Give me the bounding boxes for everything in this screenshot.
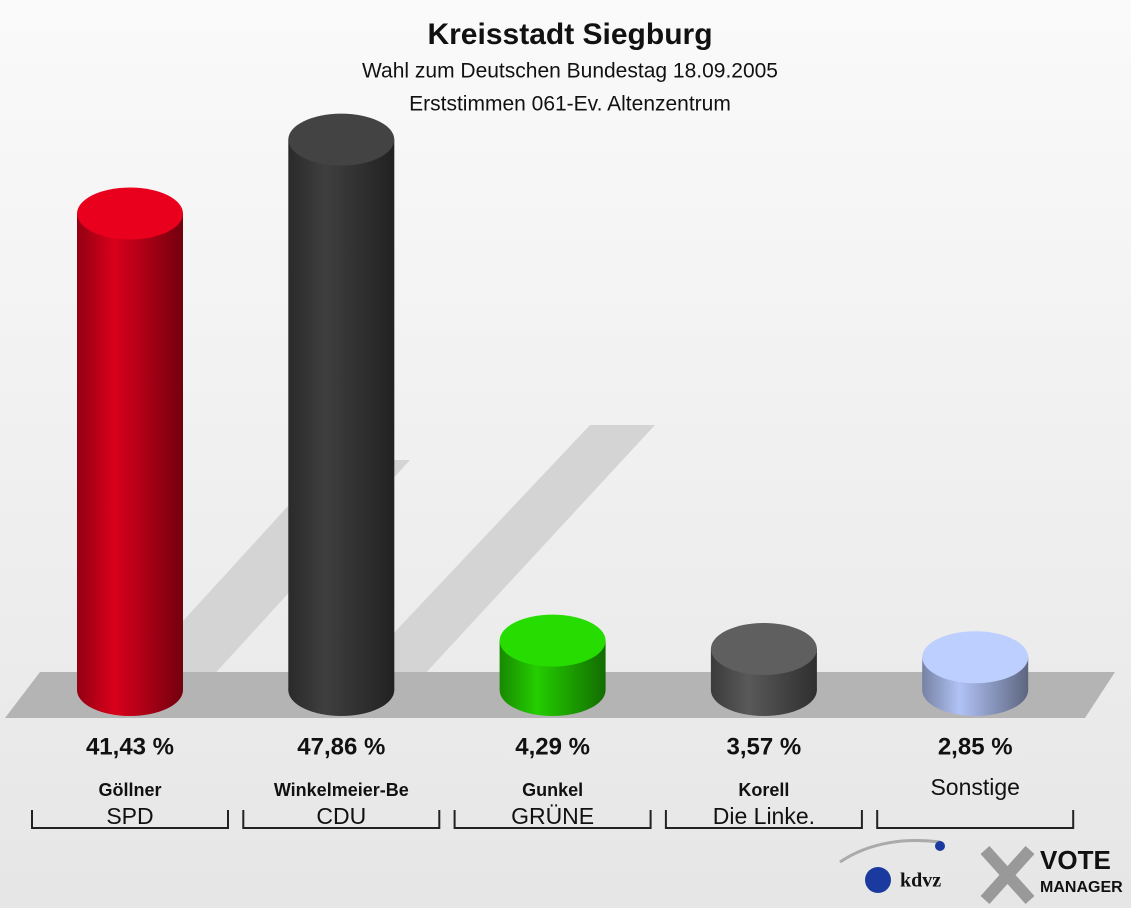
party-label: SPD	[106, 803, 153, 829]
bar-top	[922, 631, 1029, 684]
logo-x	[980, 845, 1035, 905]
logo-text: VOTE	[1040, 845, 1111, 875]
bar-top	[77, 187, 183, 240]
bar-top	[710, 622, 817, 675]
bar-top	[288, 113, 395, 166]
party-label: GRÜNE	[511, 803, 594, 829]
bar	[77, 213, 183, 690]
logo-dot	[935, 841, 945, 851]
candidate-label: Gunkel	[522, 780, 583, 800]
candidate-label: Korell	[738, 780, 789, 800]
bar-top	[499, 614, 606, 667]
category-label: Sonstige	[930, 774, 1020, 800]
subtitle: Erststimmen 061-Ev. Altenzentrum	[409, 93, 731, 116]
value-label: 41,43 %	[86, 733, 174, 760]
party-label: CDU	[316, 803, 366, 829]
logo-ball	[865, 867, 891, 893]
bracket	[876, 810, 1075, 829]
shadow	[340, 425, 655, 690]
value-label: 4,29 %	[515, 733, 590, 760]
bar	[288, 139, 395, 691]
logo-text: kdvz	[900, 870, 941, 892]
candidate-label: Winkelmeier-Be	[274, 780, 409, 800]
logo-swoosh	[839, 839, 941, 864]
value-label: 2,85 %	[938, 733, 1013, 760]
bracket	[453, 810, 652, 829]
bracket	[31, 810, 229, 829]
candidate-label: Göllner	[98, 780, 161, 800]
subtitle: Wahl zum Deutschen Bundestag 18.09.2005	[362, 60, 778, 83]
bracket	[242, 810, 441, 829]
party-label: Die Linke.	[713, 803, 815, 829]
value-label: 3,57 %	[727, 733, 802, 760]
chart-title: Kreisstadt Siegburg	[427, 18, 712, 51]
value-label: 47,86 %	[297, 733, 385, 760]
bracket	[664, 810, 863, 829]
logo-text: MANAGER	[1040, 879, 1123, 896]
